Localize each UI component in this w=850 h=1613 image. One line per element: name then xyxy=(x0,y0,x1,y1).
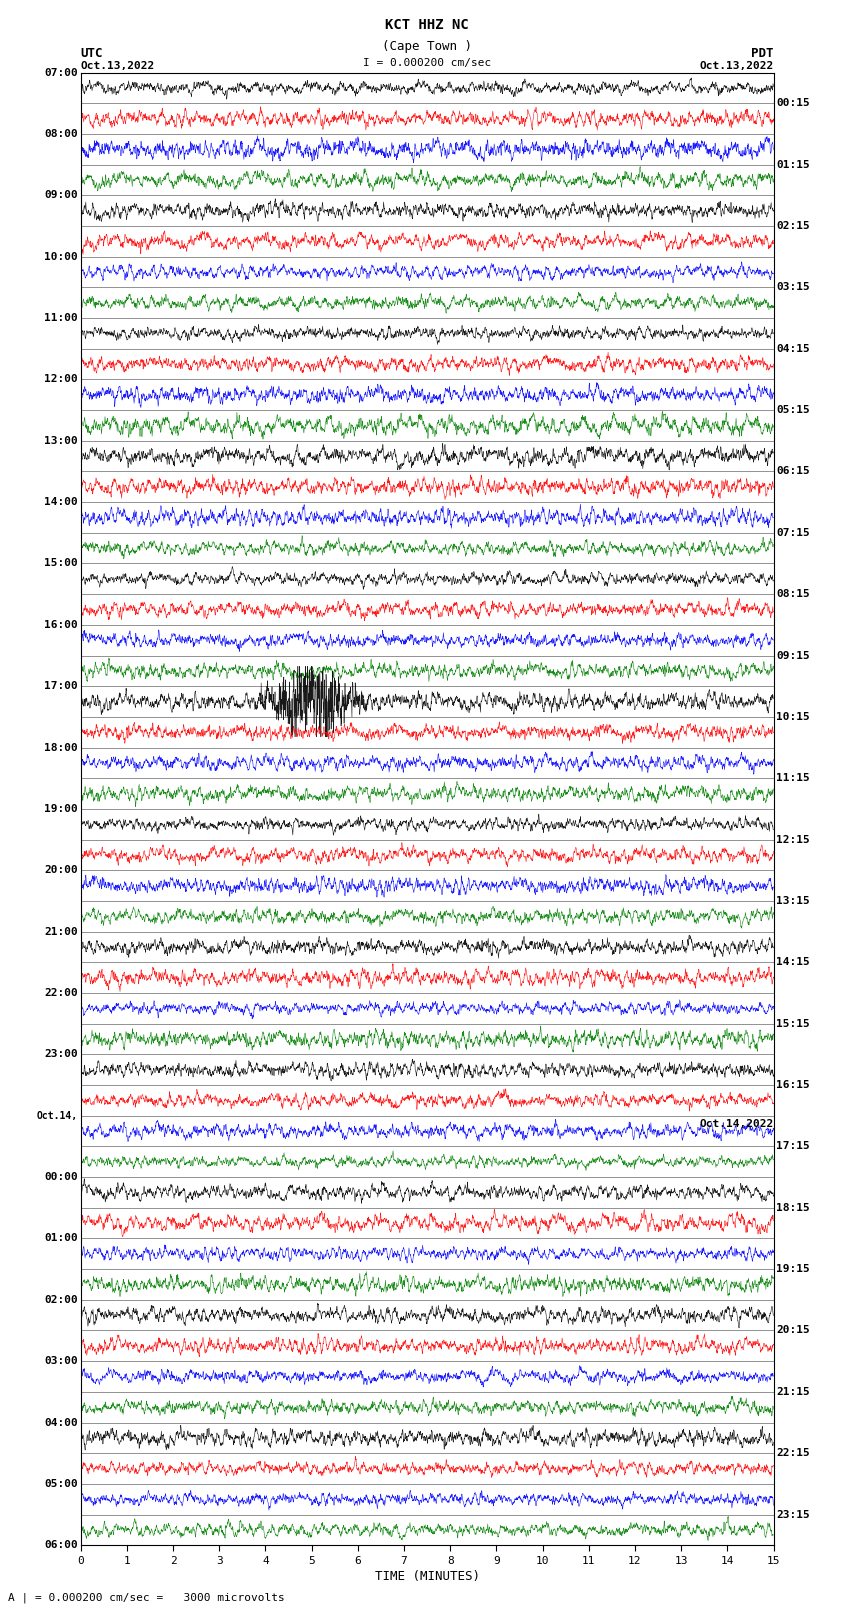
Text: Oct.14,: Oct.14, xyxy=(37,1111,78,1121)
Text: 05:00: 05:00 xyxy=(44,1479,78,1489)
Text: 21:15: 21:15 xyxy=(776,1387,810,1397)
Text: Oct.13,2022: Oct.13,2022 xyxy=(81,61,155,71)
Text: 04:00: 04:00 xyxy=(44,1418,78,1428)
Text: Oct.13,2022: Oct.13,2022 xyxy=(700,61,774,71)
Text: 21:00: 21:00 xyxy=(44,926,78,937)
Text: 19:15: 19:15 xyxy=(776,1265,810,1274)
Text: 09:15: 09:15 xyxy=(776,650,810,660)
Text: 18:15: 18:15 xyxy=(776,1203,810,1213)
Text: 13:15: 13:15 xyxy=(776,895,810,907)
Text: 15:15: 15:15 xyxy=(776,1019,810,1029)
Text: 20:15: 20:15 xyxy=(776,1326,810,1336)
X-axis label: TIME (MINUTES): TIME (MINUTES) xyxy=(375,1569,479,1582)
Text: 07:00: 07:00 xyxy=(44,68,78,77)
Text: 02:15: 02:15 xyxy=(776,221,810,231)
Text: 17:15: 17:15 xyxy=(776,1142,810,1152)
Text: 01:15: 01:15 xyxy=(776,160,810,169)
Text: A | = 0.000200 cm/sec =   3000 microvolts: A | = 0.000200 cm/sec = 3000 microvolts xyxy=(8,1592,286,1603)
Text: 16:15: 16:15 xyxy=(776,1081,810,1090)
Text: 15:00: 15:00 xyxy=(44,558,78,568)
Text: Oct.14,2022: Oct.14,2022 xyxy=(700,1119,774,1129)
Text: 08:00: 08:00 xyxy=(44,129,78,139)
Text: 22:00: 22:00 xyxy=(44,989,78,998)
Text: 08:15: 08:15 xyxy=(776,589,810,598)
Text: 02:00: 02:00 xyxy=(44,1295,78,1305)
Text: 18:00: 18:00 xyxy=(44,742,78,753)
Text: 13:00: 13:00 xyxy=(44,436,78,445)
Text: 16:00: 16:00 xyxy=(44,619,78,629)
Text: PDT: PDT xyxy=(751,47,774,60)
Text: 06:00: 06:00 xyxy=(44,1540,78,1550)
Text: 04:15: 04:15 xyxy=(776,344,810,353)
Text: 12:00: 12:00 xyxy=(44,374,78,384)
Text: (Cape Town ): (Cape Town ) xyxy=(382,40,472,53)
Text: 10:15: 10:15 xyxy=(776,711,810,723)
Text: 10:00: 10:00 xyxy=(44,252,78,261)
Text: UTC: UTC xyxy=(81,47,103,60)
Text: 00:00: 00:00 xyxy=(44,1173,78,1182)
Text: 19:00: 19:00 xyxy=(44,803,78,815)
Text: 07:15: 07:15 xyxy=(776,527,810,537)
Text: 12:15: 12:15 xyxy=(776,834,810,845)
Text: 01:00: 01:00 xyxy=(44,1234,78,1244)
Text: 11:15: 11:15 xyxy=(776,773,810,784)
Text: KCT HHZ NC: KCT HHZ NC xyxy=(385,18,469,32)
Text: 06:15: 06:15 xyxy=(776,466,810,476)
Text: 09:00: 09:00 xyxy=(44,190,78,200)
Text: 14:15: 14:15 xyxy=(776,958,810,968)
Text: 14:00: 14:00 xyxy=(44,497,78,506)
Text: 22:15: 22:15 xyxy=(776,1448,810,1458)
Text: 03:15: 03:15 xyxy=(776,282,810,292)
Text: 17:00: 17:00 xyxy=(44,681,78,692)
Text: 20:00: 20:00 xyxy=(44,865,78,876)
Text: I = 0.000200 cm/sec: I = 0.000200 cm/sec xyxy=(363,58,491,68)
Text: 00:15: 00:15 xyxy=(776,98,810,108)
Text: 03:00: 03:00 xyxy=(44,1357,78,1366)
Text: 23:15: 23:15 xyxy=(776,1510,810,1519)
Text: 23:00: 23:00 xyxy=(44,1050,78,1060)
Text: 11:00: 11:00 xyxy=(44,313,78,323)
Text: 05:15: 05:15 xyxy=(776,405,810,415)
